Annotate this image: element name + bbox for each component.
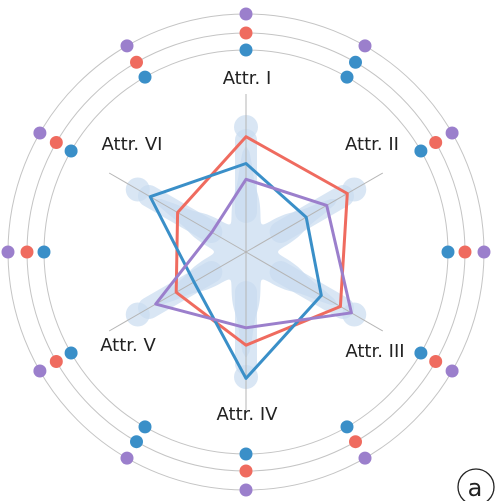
ring-dot-9-3 xyxy=(33,364,47,378)
ring-dot-10-2 xyxy=(20,245,34,259)
series-polygon-1 xyxy=(174,135,349,347)
ring-dot-11-3 xyxy=(33,126,47,140)
ring-dot-4-1 xyxy=(441,245,455,259)
ring-dot-9-1 xyxy=(64,346,78,360)
axis-labels: Attr. I Attr. II Attr. III Attr. IV Attr. V A… xyxy=(100,68,404,425)
ring-dot-3-1 xyxy=(414,144,428,158)
ring-dot-7-2 xyxy=(239,464,253,478)
axis-label-5: Attr. V xyxy=(100,335,156,356)
spoke-3 xyxy=(245,251,384,332)
ring-dot-7-1 xyxy=(239,447,253,461)
ring-dot-1-2 xyxy=(239,26,253,40)
ring-dot-4-3 xyxy=(477,245,491,259)
ring-dots xyxy=(1,7,491,497)
panel-label-circle xyxy=(457,468,495,501)
spoke-2 xyxy=(245,172,384,253)
ring-dot-2-2 xyxy=(349,55,362,69)
series-polygon-3 xyxy=(154,177,353,330)
ring-dot-5-3 xyxy=(445,364,459,378)
ring-dot-5-1 xyxy=(414,346,428,360)
ring-dot-6-2 xyxy=(349,435,362,449)
axis-label-1: Attr. I xyxy=(223,68,272,89)
ring-dot-6-1 xyxy=(340,420,354,434)
ring-dot-2-1 xyxy=(340,70,354,84)
ring-dot-12-1 xyxy=(138,70,152,84)
ring-dot-1-1 xyxy=(239,43,253,57)
series-polygons xyxy=(148,135,353,380)
series-polygon-2 xyxy=(148,162,323,380)
ring-dot-6-3 xyxy=(358,451,372,465)
ring-dot-7-3 xyxy=(239,483,253,497)
ring-dot-9-2 xyxy=(49,355,63,368)
ring-dot-8-2 xyxy=(130,435,143,449)
ring-dot-4-2 xyxy=(458,245,472,259)
axis-label-2: Attr. II xyxy=(345,134,399,155)
ring-dot-10-1 xyxy=(37,245,51,259)
ring-dot-12-3 xyxy=(120,39,134,53)
panel-label: a xyxy=(457,468,495,501)
ring-dot-11-2 xyxy=(49,136,63,149)
panel-label-text: a xyxy=(468,474,483,501)
axis-label-6: Attr. VI xyxy=(102,134,163,155)
axis-label-4: Attr. IV xyxy=(217,404,279,425)
ring-dot-1-3 xyxy=(239,7,253,21)
ring-dot-10-3 xyxy=(1,245,15,259)
ring-dot-3-3 xyxy=(445,126,459,140)
ring-dot-3-2 xyxy=(429,136,443,149)
axis-label-3: Attr. III xyxy=(345,341,404,362)
ring-dot-8-3 xyxy=(120,451,134,465)
ring-dot-12-2 xyxy=(130,55,143,69)
ring-dot-11-1 xyxy=(64,144,78,158)
ring-dot-8-1 xyxy=(138,420,152,434)
ring-dot-5-2 xyxy=(429,355,443,368)
ring-dot-2-3 xyxy=(358,39,372,53)
